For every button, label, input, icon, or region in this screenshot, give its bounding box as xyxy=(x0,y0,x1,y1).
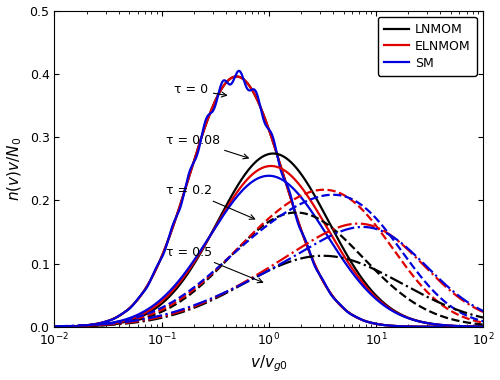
Line: ELNMOM: ELNMOM xyxy=(54,76,483,327)
LNMOM xyxy=(216,91,222,96)
ELNMOM xyxy=(100,320,106,325)
ELNMOM xyxy=(126,307,132,311)
SM xyxy=(236,68,242,73)
SM xyxy=(426,325,432,329)
LNMOM xyxy=(426,325,432,329)
ELNMOM xyxy=(480,325,486,329)
Legend: LNMOM, ELNMOM, SM: LNMOM, ELNMOM, SM xyxy=(378,17,477,76)
LNMOM xyxy=(472,325,478,329)
ELNMOM xyxy=(234,74,239,79)
Text: τ = 0.5: τ = 0.5 xyxy=(166,246,262,283)
ELNMOM xyxy=(216,91,222,96)
SM xyxy=(126,307,132,312)
Text: τ = 0.2: τ = 0.2 xyxy=(166,184,254,219)
LNMOM xyxy=(234,74,240,79)
LNMOM xyxy=(52,325,58,329)
ELNMOM xyxy=(426,325,432,329)
SM xyxy=(480,325,486,329)
ELNMOM xyxy=(472,325,478,329)
SM xyxy=(100,320,106,325)
SM xyxy=(472,325,478,329)
Line: LNMOM: LNMOM xyxy=(54,76,483,327)
Text: τ = 0: τ = 0 xyxy=(174,83,227,97)
LNMOM xyxy=(234,74,239,79)
SM xyxy=(52,325,58,329)
Y-axis label: $n(v)v/N_0$: $n(v)v/N_0$ xyxy=(6,136,24,201)
LNMOM xyxy=(126,307,132,311)
Text: τ = 0.08: τ = 0.08 xyxy=(166,134,248,159)
LNMOM xyxy=(480,325,486,329)
X-axis label: $v/v_{g0}$: $v/v_{g0}$ xyxy=(250,354,288,374)
ELNMOM xyxy=(52,325,58,329)
SM xyxy=(216,90,222,95)
LNMOM xyxy=(100,320,106,325)
SM xyxy=(234,70,240,74)
ELNMOM xyxy=(234,74,240,79)
Line: SM: SM xyxy=(54,71,483,327)
